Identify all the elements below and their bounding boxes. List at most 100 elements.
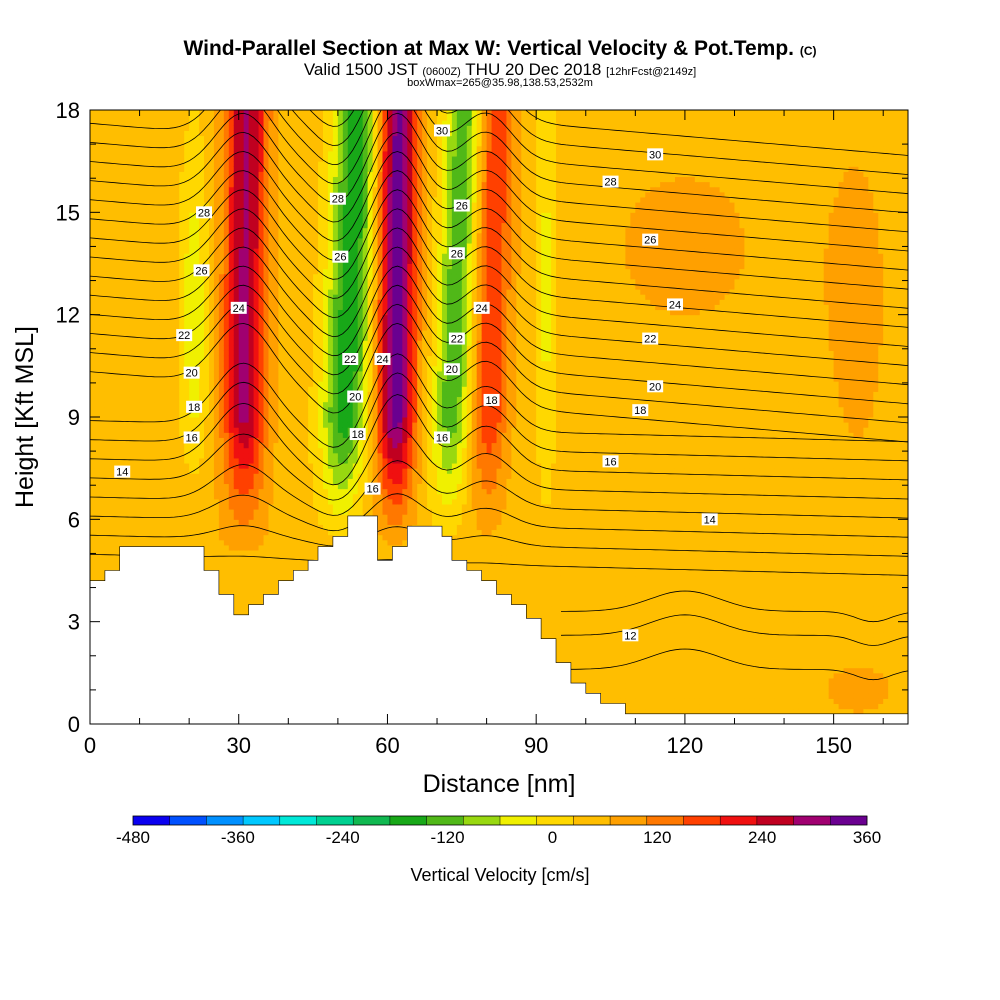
colorbar-tick-label: -120 xyxy=(431,828,465,847)
colorbar-swatch xyxy=(793,816,831,825)
contour-label-text: 26 xyxy=(334,252,346,264)
contour-label: 22 xyxy=(642,332,659,346)
contour-label-text: 22 xyxy=(451,334,463,346)
contour-label-text: 26 xyxy=(456,201,468,213)
contour-label: 16 xyxy=(602,455,619,468)
colorbar-label: Vertical Velocity [cm/s] xyxy=(410,865,589,885)
contour-label: 16 xyxy=(364,482,381,496)
y-tick-label: 18 xyxy=(56,98,80,123)
contour-label-text: 28 xyxy=(198,207,210,219)
contour-label-text: 22 xyxy=(178,330,190,342)
contour-label-text: 22 xyxy=(644,334,656,346)
contour-label: 26 xyxy=(193,264,210,277)
y-tick-label: 12 xyxy=(56,303,80,328)
theta-contours xyxy=(90,110,908,681)
colorbar-swatch xyxy=(243,816,281,825)
colorbar-swatch xyxy=(353,816,391,825)
colorbar-swatch xyxy=(720,816,758,825)
contour-label-text: 14 xyxy=(704,514,716,526)
colorbar-swatch xyxy=(830,816,868,825)
contour-label-text: 28 xyxy=(604,177,616,189)
y-tick-label: 15 xyxy=(56,200,80,225)
contour-label: 26 xyxy=(448,247,465,260)
contour-label: 14 xyxy=(701,513,718,526)
axes: 0 30 60 90 120 150 0 3 6 9 12 15 18 xyxy=(56,98,908,758)
colorbar-tick-label: -360 xyxy=(221,828,255,847)
colorbar-swatch xyxy=(463,816,501,825)
y-tick-label: 6 xyxy=(68,507,80,532)
contour-label-text: 24 xyxy=(376,354,388,366)
colorbar-tick-label: 240 xyxy=(748,828,776,847)
contour-label-text: 20 xyxy=(186,368,198,380)
chart-title: Wind-Parallel Section at Max W: Vertical… xyxy=(0,37,1000,61)
contour-label: 18 xyxy=(632,404,649,417)
colorbar-swatch xyxy=(683,816,721,825)
colorbar: -480 -360 -240 -120 0 120 240 360 xyxy=(116,815,881,847)
contour-label: 22 xyxy=(342,353,359,366)
contour-label-text: 26 xyxy=(195,265,207,277)
contour-label: 28 xyxy=(329,192,346,206)
x-tick-label: 30 xyxy=(226,733,250,758)
contour-label: 30 xyxy=(433,124,450,137)
contour-label: 16 xyxy=(433,431,450,444)
colorbar-swatch xyxy=(610,816,648,825)
contour-label-text: 30 xyxy=(649,149,661,161)
contour-label-text: 22 xyxy=(344,354,356,366)
contour-label-text: 18 xyxy=(634,405,646,417)
contour-label: 26 xyxy=(332,250,349,264)
contour-label-text: 12 xyxy=(624,630,636,642)
contour-label-text: 16 xyxy=(366,484,378,496)
x-tick-label: 90 xyxy=(524,733,548,758)
contour-label-text: 18 xyxy=(352,429,364,441)
colorbar-tick-label: 360 xyxy=(853,828,881,847)
x-tick-label: 150 xyxy=(815,733,852,758)
contour-label: 14 xyxy=(114,465,131,479)
colorbar-swatch xyxy=(500,816,537,825)
contour-label: 18 xyxy=(186,400,203,414)
y-tick-label: 3 xyxy=(68,610,80,635)
contour-label: 24 xyxy=(230,301,247,315)
x-tick-label: 60 xyxy=(375,733,399,758)
contour-label-text: 16 xyxy=(604,456,616,468)
contour-label: 20 xyxy=(647,380,664,393)
colorbar-swatch xyxy=(279,816,317,825)
y-axis-label: Height [Kft MSL] xyxy=(11,326,39,508)
contour-label: 22 xyxy=(448,332,465,346)
contour-label: 24 xyxy=(374,353,391,366)
x-axis-label: Distance [nm] xyxy=(423,770,576,798)
contour-label: 26 xyxy=(642,233,659,247)
contour-label-text: 24 xyxy=(476,303,488,315)
colorbar-swatch xyxy=(133,816,170,825)
contour-label: 20 xyxy=(347,390,364,404)
y-tick-label: 9 xyxy=(68,405,80,430)
colorbar-swatch xyxy=(316,816,354,825)
contour-label-text: 26 xyxy=(644,235,656,247)
contour-label: 20 xyxy=(183,366,200,380)
contour-label: 30 xyxy=(647,148,664,161)
colorbar-tick-label: -480 xyxy=(116,828,150,847)
contour-label-text: 30 xyxy=(436,125,448,137)
contour-label-text: 16 xyxy=(436,432,448,444)
colorbar-swatch xyxy=(536,816,574,825)
colorbar-swatch xyxy=(426,816,464,825)
colorbar-swatch xyxy=(756,816,794,825)
contour-label-text: 16 xyxy=(186,432,198,444)
contour-label: 18 xyxy=(349,428,366,441)
contour-label-text: 28 xyxy=(332,194,344,206)
colorbar-swatch xyxy=(646,816,684,825)
contour-label-text: 20 xyxy=(349,392,361,404)
contour-label: 18 xyxy=(483,393,500,407)
contour-label-text: 26 xyxy=(451,248,463,260)
y-tick-label: 0 xyxy=(68,712,80,737)
contour-label-text: 20 xyxy=(649,381,661,393)
contour-label: 12 xyxy=(622,629,639,642)
contour-label: 24 xyxy=(473,301,490,315)
colorbar-swatch xyxy=(169,816,207,825)
chart-subtitle: Valid 1500 JST (0600Z) THU 20 Dec 2018 [… xyxy=(0,60,1000,80)
colorbar-tick-label: 120 xyxy=(643,828,671,847)
contour-label: 24 xyxy=(666,298,683,311)
contour-label: 26 xyxy=(453,199,470,213)
x-tick-label: 0 xyxy=(84,733,96,758)
contour-label: 20 xyxy=(443,363,460,376)
